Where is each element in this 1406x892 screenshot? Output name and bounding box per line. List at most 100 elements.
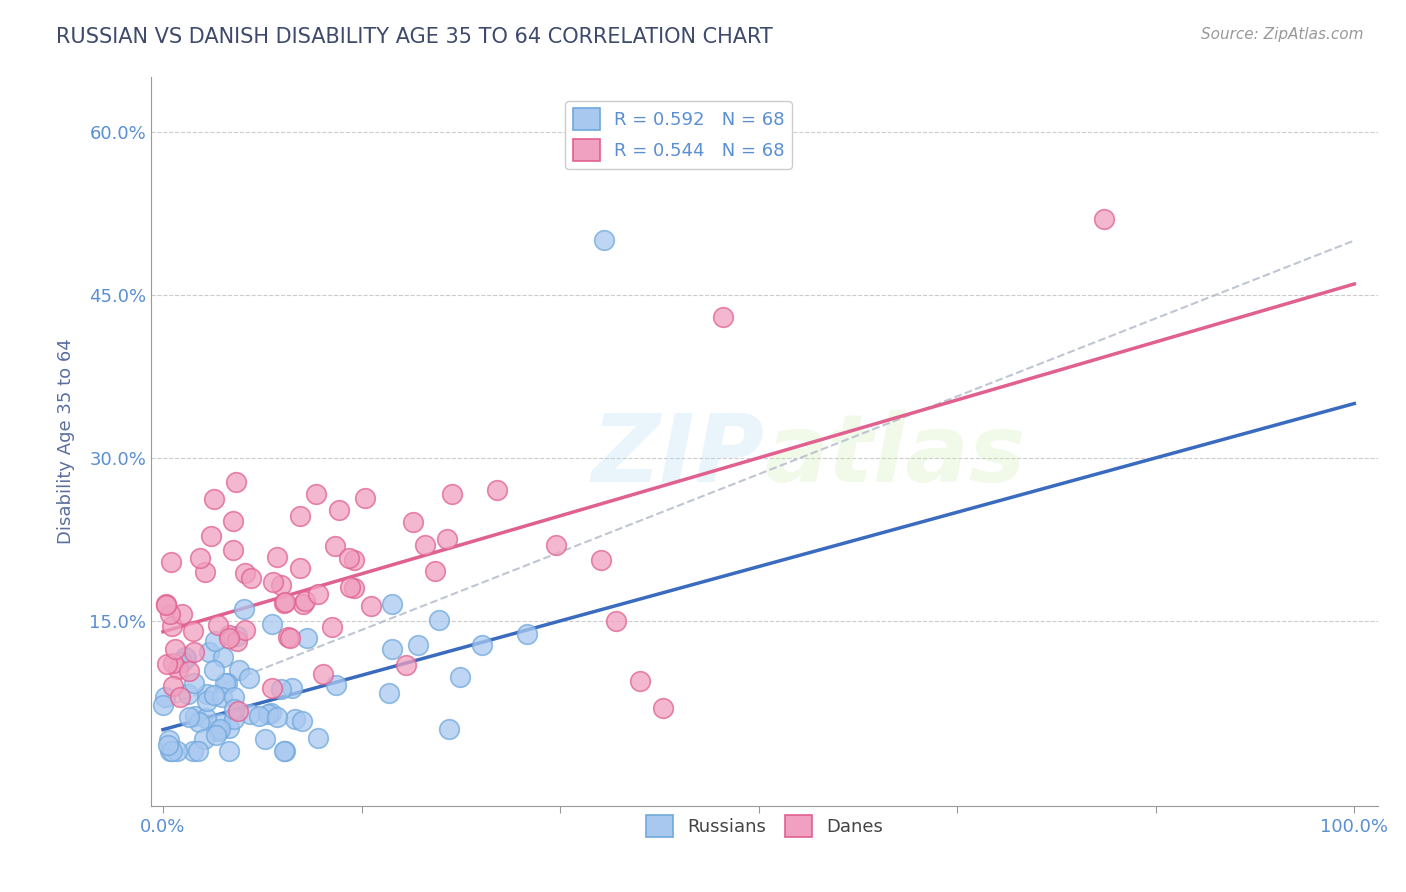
Point — [193, 731, 215, 746]
Point — [305, 486, 328, 500]
Point — [160, 555, 183, 569]
Point — [155, 598, 177, 612]
Point — [218, 744, 240, 758]
Point — [204, 633, 226, 648]
Point — [162, 619, 184, 633]
Point — [183, 676, 205, 690]
Point — [235, 623, 257, 637]
Point — [159, 744, 181, 758]
Point — [195, 694, 218, 708]
Point — [436, 532, 458, 546]
Point — [325, 539, 347, 553]
Point — [225, 475, 247, 490]
Point — [209, 722, 232, 736]
Point — [423, 564, 446, 578]
Point — [273, 596, 295, 610]
Point — [471, 639, 494, 653]
Point — [342, 582, 364, 596]
Point — [181, 744, 204, 758]
Point — [290, 560, 312, 574]
Point — [429, 613, 451, 627]
Point — [195, 711, 218, 725]
Point — [284, 712, 307, 726]
Point — [652, 701, 675, 715]
Point — [413, 538, 436, 552]
Point — [222, 690, 245, 705]
Point — [546, 538, 568, 552]
Point — [266, 549, 288, 564]
Text: ZIP: ZIP — [592, 410, 765, 502]
Point — [222, 702, 245, 716]
Point — [605, 614, 627, 628]
Point — [440, 487, 463, 501]
Point — [162, 657, 184, 671]
Point — [360, 599, 382, 613]
Point — [212, 649, 235, 664]
Point — [157, 738, 180, 752]
Point — [343, 553, 366, 567]
Point — [218, 628, 240, 642]
Point — [406, 638, 429, 652]
Point — [195, 687, 218, 701]
Point — [307, 731, 329, 746]
Point — [152, 698, 174, 712]
Point — [156, 657, 179, 671]
Point — [262, 616, 284, 631]
Point — [270, 578, 292, 592]
Point — [166, 662, 188, 676]
Point — [228, 663, 250, 677]
Point — [200, 529, 222, 543]
Point — [202, 688, 225, 702]
Point — [449, 670, 471, 684]
Point — [294, 593, 316, 607]
Point — [222, 712, 245, 726]
Point — [273, 595, 295, 609]
Point — [321, 620, 343, 634]
Point — [278, 631, 301, 645]
Point — [218, 632, 240, 646]
Point — [247, 709, 270, 723]
Point — [172, 607, 194, 622]
Point — [270, 682, 292, 697]
Point — [274, 744, 297, 758]
Point — [214, 676, 236, 690]
Text: Source: ZipAtlas.com: Source: ZipAtlas.com — [1201, 27, 1364, 42]
Legend: Russians, Danes: Russians, Danes — [638, 807, 890, 844]
Point — [177, 710, 200, 724]
Point — [159, 607, 181, 622]
Point — [207, 618, 229, 632]
Point — [183, 645, 205, 659]
Y-axis label: Disability Age 35 to 64: Disability Age 35 to 64 — [58, 339, 75, 544]
Point — [202, 663, 225, 677]
Point — [166, 744, 188, 758]
Point — [187, 744, 209, 758]
Point — [297, 632, 319, 646]
Point — [207, 723, 229, 738]
Point — [337, 550, 360, 565]
Point — [159, 733, 181, 747]
Point — [354, 491, 377, 505]
Point — [395, 658, 418, 673]
Point — [184, 709, 207, 723]
Point — [169, 690, 191, 704]
Point — [211, 690, 233, 704]
Point — [262, 681, 284, 695]
Point — [266, 710, 288, 724]
Point — [239, 571, 262, 585]
Point — [273, 744, 295, 758]
Text: RUSSIAN VS DANISH DISABILITY AGE 35 TO 64 CORRELATION CHART: RUSSIAN VS DANISH DISABILITY AGE 35 TO 6… — [56, 27, 773, 46]
Point — [711, 310, 734, 324]
Point — [173, 650, 195, 665]
Point — [485, 483, 508, 498]
Point — [238, 672, 260, 686]
Point — [377, 685, 399, 699]
Point — [307, 587, 329, 601]
Point — [187, 715, 209, 730]
Point — [260, 706, 283, 720]
Point — [291, 597, 314, 611]
Point — [291, 714, 314, 728]
Point — [233, 566, 256, 581]
Point — [381, 598, 404, 612]
Point — [222, 514, 245, 528]
Point — [328, 503, 350, 517]
